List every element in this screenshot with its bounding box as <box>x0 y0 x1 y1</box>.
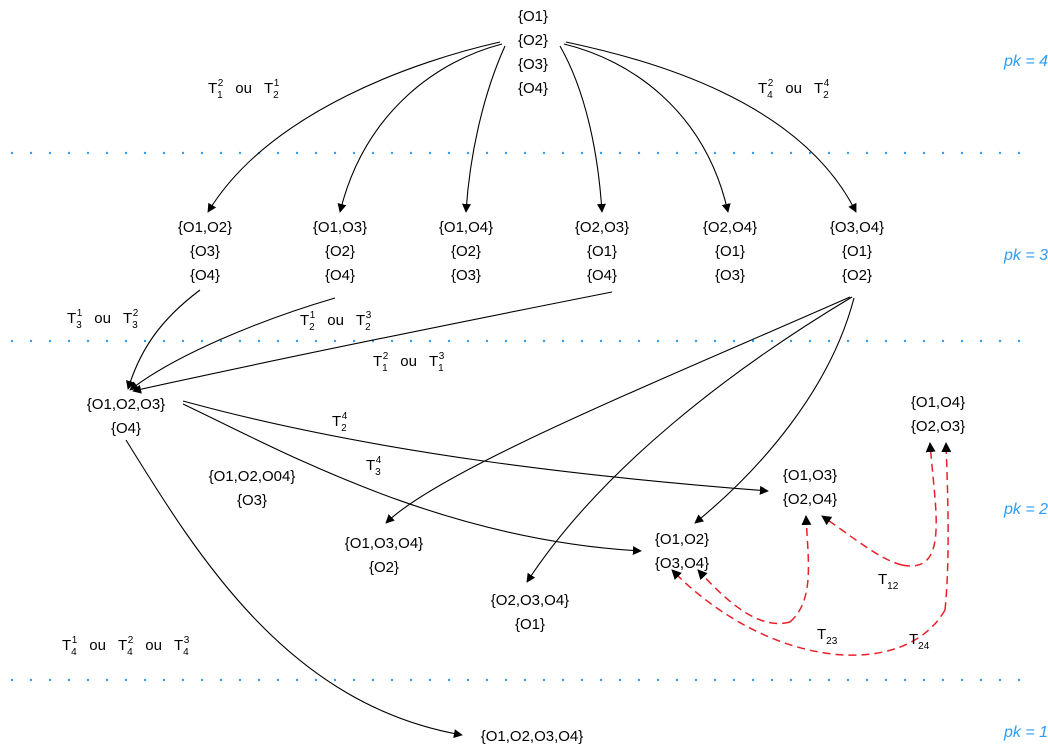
edge-n23-to-n13_24 <box>789 515 812 623</box>
node-line: {O2,O3,O4} <box>491 592 569 609</box>
node-line: {O2,O4} <box>703 219 757 236</box>
edge-n23-to-n12_34 <box>697 569 791 625</box>
label-t21-or-t12: T12 ou T21 <box>208 78 280 101</box>
edge-root-to-n34_1_2 <box>565 41 857 213</box>
node-line: {O3} <box>190 243 220 260</box>
node-line: {O1} <box>842 243 872 260</box>
node-line: {O3} <box>715 267 745 284</box>
label-t21-or-t31: T12 ou T13 <box>373 351 445 374</box>
node-o1o2-o3-o4: {O1,O2} {O3} {O4} <box>178 219 232 284</box>
edge-n34_1_2-to-n134_2 <box>385 296 851 524</box>
label-t43: T34 <box>366 455 382 478</box>
level-label-pk1: pk = 1 <box>1003 724 1048 741</box>
edge-root-to-n12_3_4 <box>207 41 501 213</box>
node-line: {O2} <box>325 243 355 260</box>
node-o2o3o4-o1: {O2,O3,O4} {O1} <box>491 592 569 633</box>
node-line: {O4} <box>325 267 355 284</box>
node-o1o2o3-o4: {O1,O2,O3} {O4} <box>87 396 165 437</box>
node-line: {O1,O2} <box>178 219 232 236</box>
level-label-pk3: pk = 3 <box>1003 247 1048 264</box>
node-line: {O2} <box>518 32 548 49</box>
node-line: {O1} <box>518 8 548 25</box>
node-line: {O2,O3} <box>911 418 965 435</box>
node-o3o4-o1-o2: {O3,O4} {O1} {O2} <box>830 219 884 284</box>
node-o1o4-o2-o3: {O1,O4} {O2} {O3} <box>439 219 493 284</box>
node-o2o4-o1-o3: {O2,O4} {O1} {O3} <box>703 219 757 284</box>
node-line: {O4} <box>190 267 220 284</box>
label-t24-or-t42: T42 ou T24 <box>758 78 830 101</box>
node-line: {O4} <box>518 80 548 97</box>
node-line: {O1,O3} <box>313 219 367 236</box>
label-t14-t24-t34: T41 ou T42 ou T43 <box>62 635 190 658</box>
node-line: {O1,O3,O4} <box>345 535 423 552</box>
edge-root-to-n14_2_3 <box>462 45 506 213</box>
node-o1o4-o2o3: {O1,O4} {O2,O3} <box>911 394 965 435</box>
node-line: {O2} <box>369 559 399 576</box>
edge-n34_1_2-to-n234_1 <box>526 296 853 583</box>
edge-root-to-n23_1_4 <box>559 45 606 213</box>
node-line: {O3} <box>518 56 548 73</box>
label-t24-red: T24 <box>909 631 930 652</box>
label-t12-red: T12 <box>878 571 899 592</box>
edge-n123_4-to-n13_24 <box>182 400 769 495</box>
node-line: {O1,O4} <box>911 394 965 411</box>
edge-n34_1_2-to-n12_34 <box>694 297 855 524</box>
node-line: {O2} <box>842 267 872 284</box>
node-line: {O1,O4} <box>439 219 493 236</box>
node-o1o3-o2o4: {O1,O3} {O2,O4} <box>783 467 837 508</box>
node-line: {O1} <box>715 243 745 260</box>
node-root: {O1} {O2} {O3} {O4} <box>518 8 548 97</box>
label-t13-or-t23: T31 ou T32 <box>67 308 139 331</box>
node-line: {O2} <box>451 243 481 260</box>
edges <box>125 41 857 739</box>
label-t42: T24 <box>332 411 348 434</box>
edge-n123_4-to-n1234 <box>125 439 463 739</box>
edge-n24-to-n12_34 <box>671 569 946 656</box>
node-line: {O1} <box>515 616 545 633</box>
node-o1o2o3o4: {O1,O2,O3,O4} <box>481 728 584 745</box>
node-o1o3-o2-o4: {O1,O3} {O2} {O4} <box>313 219 367 284</box>
edge-root-to-n13_2_4 <box>337 43 503 213</box>
edge-n12_3_4-to-n123_4 <box>126 289 201 390</box>
node-line: {O3} <box>451 267 481 284</box>
node-line: {O4} <box>111 420 141 437</box>
node-line: {O3} <box>237 492 267 509</box>
node-line: {O1,O2,O04} <box>209 468 296 485</box>
node-line: {O1,O2,O3} <box>87 396 165 413</box>
level-label-pk4: pk = 4 <box>1003 53 1048 70</box>
edge-n14_23-to-n13_24 <box>901 442 937 567</box>
node-line: {O3,O4} <box>655 555 709 572</box>
edge-n24-to-n14_23 <box>941 442 952 611</box>
edge-n13_2_4-to-n123_4 <box>129 297 336 391</box>
label-t23-red: T23 <box>817 626 838 647</box>
node-o1o2-o3o4: {O1,O2} {O3,O4} <box>655 531 709 572</box>
node-line: {O1} <box>587 243 617 260</box>
node-line: {O2,O3} <box>575 219 629 236</box>
node-o1o2o4-o3: {O1,O2,O04} {O3} <box>209 468 296 509</box>
edge-n23_1_4-to-n123_4 <box>132 291 613 394</box>
edge-n123_4-to-n12_34 <box>182 403 642 556</box>
node-o1o3o4-o2: {O1,O3,O4} {O2} <box>345 535 423 576</box>
node-line: {O2,O4} <box>783 491 837 508</box>
node-line: {O3,O4} <box>830 219 884 236</box>
node-line: {O1,O2,O3,O4} <box>481 728 584 745</box>
edge-root-to-n24_1_3 <box>563 43 731 213</box>
node-line: {O4} <box>587 267 617 284</box>
label-t12-or-t32: T21 ou T23 <box>300 310 372 333</box>
node-line: {O1,O3} <box>783 467 837 484</box>
level-label-pk2: pk = 2 <box>1003 501 1048 518</box>
node-o2o3-o1-o4: {O2,O3} {O1} {O4} <box>575 219 629 284</box>
red-edges <box>671 442 952 656</box>
edge-n14_23-to-n13_24-b <box>821 515 903 566</box>
node-line: {O1,O2} <box>655 531 709 548</box>
